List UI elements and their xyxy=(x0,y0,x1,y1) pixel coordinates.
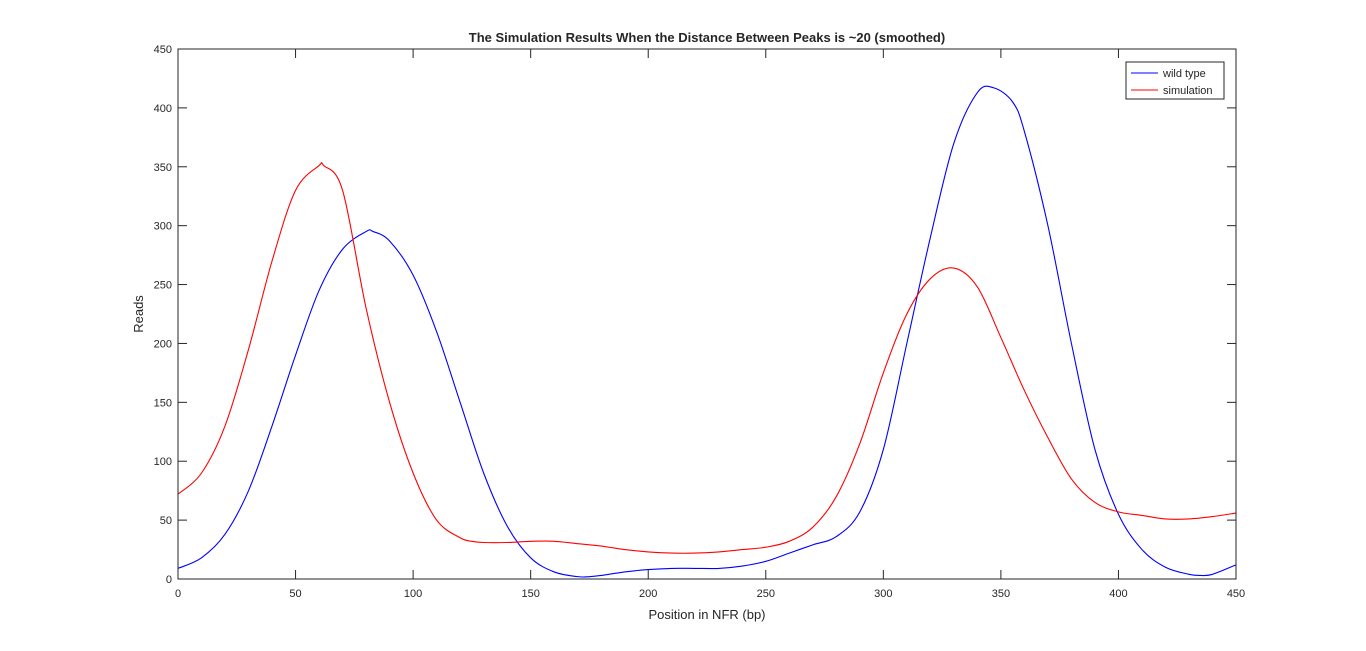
x-tick-label: 250 xyxy=(757,588,775,600)
x-tick-label: 50 xyxy=(289,588,301,600)
y-tick-label: 200 xyxy=(154,338,172,350)
x-axis-label: Position in NFR (bp) xyxy=(648,607,765,622)
y-tick-label: 350 xyxy=(154,162,172,174)
x-tick-label: 100 xyxy=(404,588,422,600)
y-tick-label: 50 xyxy=(160,515,172,527)
y-tick-label: 150 xyxy=(154,397,172,409)
y-tick-label: 100 xyxy=(154,456,172,468)
y-tick-label: 400 xyxy=(154,103,172,115)
x-tick-label: 350 xyxy=(992,588,1010,600)
x-tick-label: 450 xyxy=(1227,588,1245,600)
y-axis-ticks: 0 50 100 150 200 250 300 350 400 450 xyxy=(154,44,1236,586)
plot-frame xyxy=(177,48,1237,580)
x-axis-ticks: 0 50 100 150 200 250 300 350 400 450 xyxy=(175,49,1245,600)
y-tick-label: 250 xyxy=(154,280,172,292)
legend[interactable]: wild type simulation xyxy=(1125,61,1225,100)
chart-title: The Simulation Results When the Distance… xyxy=(469,30,945,45)
legend-label-simulation: simulation xyxy=(1163,85,1213,97)
series-layer xyxy=(177,85,1237,578)
y-axis-label: Reads xyxy=(131,295,146,333)
legend-label-wild-type: wild type xyxy=(1162,68,1206,80)
series-line-wild-type xyxy=(177,85,1237,578)
x-tick-label: 150 xyxy=(521,588,539,600)
x-tick-label: 400 xyxy=(1109,588,1127,600)
y-tick-label: 0 xyxy=(166,574,172,586)
y-tick-label: 300 xyxy=(154,221,172,233)
y-tick-label: 450 xyxy=(154,44,172,56)
series-line-simulation xyxy=(177,161,1237,554)
x-tick-label: 0 xyxy=(175,588,181,600)
x-tick-label: 200 xyxy=(639,588,657,600)
legend-box xyxy=(1125,61,1225,100)
x-tick-label: 300 xyxy=(874,588,892,600)
